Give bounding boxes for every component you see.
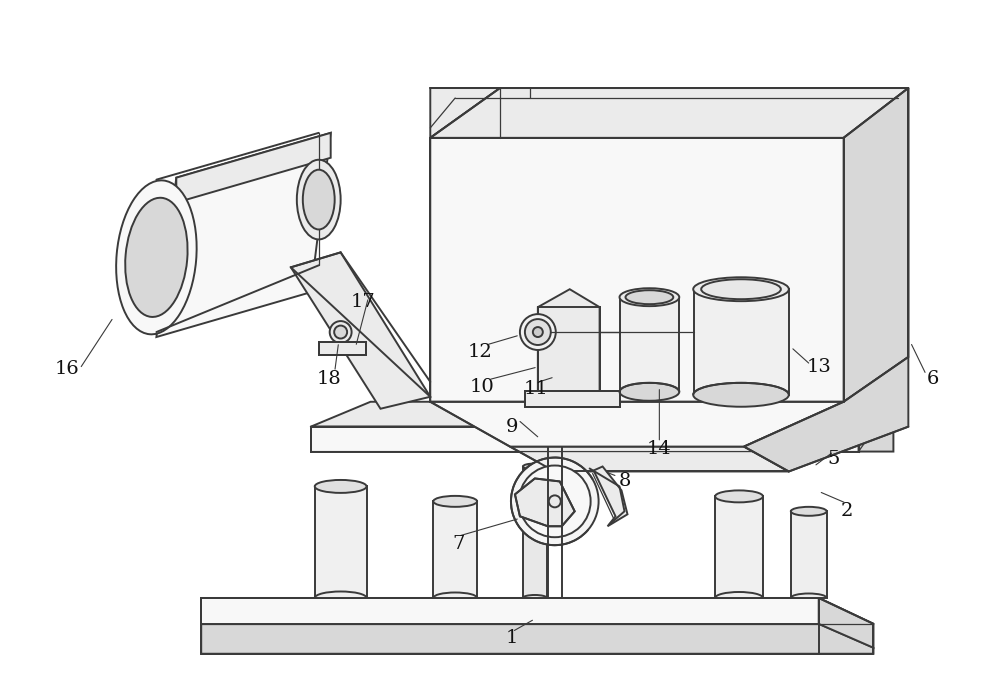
Ellipse shape: [693, 278, 789, 301]
Text: 17: 17: [350, 293, 375, 311]
Ellipse shape: [533, 327, 543, 337]
Polygon shape: [315, 486, 367, 598]
Ellipse shape: [625, 290, 673, 304]
Text: 11: 11: [523, 380, 548, 398]
Ellipse shape: [525, 319, 551, 345]
Ellipse shape: [116, 181, 197, 335]
Ellipse shape: [701, 279, 781, 299]
Polygon shape: [430, 402, 844, 447]
Polygon shape: [510, 447, 789, 471]
Ellipse shape: [433, 496, 477, 507]
Ellipse shape: [791, 507, 827, 516]
Polygon shape: [594, 466, 627, 526]
Ellipse shape: [330, 321, 352, 343]
Text: 1: 1: [506, 629, 518, 646]
Text: 16: 16: [54, 360, 79, 378]
Polygon shape: [176, 133, 331, 203]
Polygon shape: [538, 289, 600, 402]
Ellipse shape: [620, 289, 679, 306]
Ellipse shape: [125, 198, 188, 317]
Ellipse shape: [334, 326, 347, 339]
Text: 2: 2: [840, 502, 853, 520]
Ellipse shape: [511, 458, 599, 545]
Text: 14: 14: [647, 440, 672, 458]
Text: 7: 7: [452, 535, 464, 553]
Polygon shape: [819, 598, 873, 648]
Ellipse shape: [549, 495, 561, 507]
Polygon shape: [523, 466, 547, 598]
Polygon shape: [538, 307, 600, 402]
Polygon shape: [791, 511, 827, 598]
Polygon shape: [515, 478, 575, 526]
Polygon shape: [430, 138, 844, 402]
Text: 18: 18: [316, 370, 341, 388]
Polygon shape: [620, 297, 679, 392]
Polygon shape: [201, 598, 819, 624]
Polygon shape: [744, 357, 908, 471]
Text: 6: 6: [927, 370, 939, 388]
Polygon shape: [859, 402, 893, 451]
Ellipse shape: [523, 464, 547, 469]
Polygon shape: [715, 497, 763, 598]
Text: 12: 12: [468, 343, 492, 361]
Ellipse shape: [519, 466, 591, 537]
Polygon shape: [156, 133, 331, 337]
Ellipse shape: [303, 170, 335, 229]
Text: 5: 5: [827, 449, 840, 468]
Polygon shape: [430, 88, 500, 138]
Polygon shape: [201, 598, 873, 624]
Polygon shape: [319, 342, 366, 355]
Polygon shape: [844, 88, 908, 402]
Ellipse shape: [620, 383, 679, 401]
Ellipse shape: [715, 491, 763, 502]
Polygon shape: [433, 502, 477, 598]
Polygon shape: [311, 402, 893, 427]
Ellipse shape: [520, 314, 556, 350]
Ellipse shape: [297, 160, 341, 240]
Polygon shape: [430, 88, 908, 138]
Polygon shape: [694, 289, 789, 395]
Polygon shape: [291, 252, 430, 409]
Ellipse shape: [315, 480, 367, 493]
Polygon shape: [311, 427, 859, 451]
Polygon shape: [201, 624, 873, 654]
Text: 9: 9: [506, 418, 518, 436]
Text: 8: 8: [618, 473, 631, 491]
Text: 13: 13: [806, 358, 831, 376]
Text: 10: 10: [470, 378, 494, 396]
Polygon shape: [525, 391, 620, 407]
Ellipse shape: [693, 383, 789, 407]
